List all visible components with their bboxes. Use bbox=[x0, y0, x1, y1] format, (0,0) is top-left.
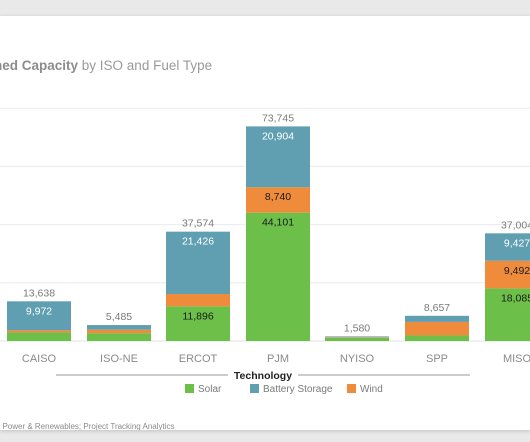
data-label-pjm-wind: 8,740 bbox=[265, 191, 291, 203]
bar-spp-solar bbox=[405, 335, 469, 341]
data-label-miso-wind: 9,492 bbox=[504, 265, 530, 277]
bar-caiso-wind bbox=[7, 330, 71, 333]
bar-pjm-battery-storage bbox=[246, 126, 310, 188]
total-label-pjm: 73,745 bbox=[262, 112, 294, 124]
data-label-pjm-solar: 44,101 bbox=[262, 217, 294, 229]
bar-caiso-battery-storage bbox=[7, 301, 71, 331]
legend-label-battery-storage[interactable]: Battery Storage bbox=[263, 384, 333, 395]
bar-spp-battery-storage bbox=[405, 315, 469, 322]
bar-ercot-solar bbox=[166, 306, 230, 341]
bar-nyiso-solar bbox=[325, 337, 389, 341]
total-label-nyiso: 1,580 bbox=[344, 322, 370, 334]
bar-pjm-solar bbox=[246, 212, 310, 341]
data-label-ercot-solar: 11,896 bbox=[182, 310, 213, 322]
bar-miso-battery-storage bbox=[485, 233, 530, 261]
x-tick-caiso: CAISO bbox=[22, 353, 57, 365]
bar-iso-ne-battery-storage bbox=[87, 325, 151, 330]
x-tick-nyiso: NYISO bbox=[340, 353, 375, 365]
x-tick-spp: SPP bbox=[426, 353, 448, 365]
data-label-caiso-battery-storage: 9,972 bbox=[26, 305, 52, 317]
x-axis-title: Technology bbox=[234, 370, 292, 382]
legend-label-solar[interactable]: Solar bbox=[198, 384, 222, 395]
chart-title-rest: by ISO and Fuel Type bbox=[78, 58, 213, 73]
x-tick-iso-ne: ISO-NE bbox=[100, 353, 138, 365]
bar-miso-solar bbox=[485, 288, 530, 341]
legend-swatch-battery-storage[interactable] bbox=[250, 384, 259, 393]
bar-iso-ne-wind bbox=[87, 329, 151, 334]
chart-title-bold: ned Capacity bbox=[0, 58, 79, 73]
bar-ercot-battery-storage bbox=[166, 231, 230, 295]
bar-ercot-wind bbox=[166, 294, 230, 307]
bar-miso-wind bbox=[485, 260, 530, 289]
total-label-spp: 8,657 bbox=[424, 302, 450, 314]
x-tick-miso: MISO bbox=[503, 353, 530, 365]
total-label-ercot: 37,574 bbox=[182, 218, 214, 230]
bar-nyiso-wind bbox=[325, 337, 389, 338]
legend-swatch-wind[interactable] bbox=[347, 384, 356, 393]
bar-caiso-solar bbox=[7, 332, 71, 341]
bar-spp-wind bbox=[405, 321, 469, 336]
data-label-miso-solar: 18,085 bbox=[501, 292, 530, 304]
total-label-iso-ne: 5,485 bbox=[106, 311, 132, 323]
data-label-pjm-battery-storage: 20,904 bbox=[262, 130, 294, 142]
bar-iso-ne-solar bbox=[87, 333, 151, 341]
data-label-ercot-battery-storage: 21,426 bbox=[182, 236, 214, 248]
data-label-miso-battery-storage: 9,427 bbox=[504, 237, 530, 249]
total-label-miso: 37,004 bbox=[501, 219, 530, 231]
total-label-caiso: 13,638 bbox=[23, 287, 55, 299]
bar-pjm-wind bbox=[246, 187, 310, 213]
x-tick-pjm: PJM bbox=[267, 353, 289, 365]
legend-swatch-solar[interactable] bbox=[185, 384, 194, 393]
x-tick-ercot: ERCOT bbox=[179, 353, 218, 365]
legend-label-wind[interactable]: Wind bbox=[360, 384, 383, 395]
source-note: : Power & Renewables; Project Tracking A… bbox=[0, 422, 175, 430]
bar-nyiso-battery-storage bbox=[325, 336, 389, 338]
chart-title: ned Capacity by ISO and Fuel Type bbox=[0, 58, 212, 73]
